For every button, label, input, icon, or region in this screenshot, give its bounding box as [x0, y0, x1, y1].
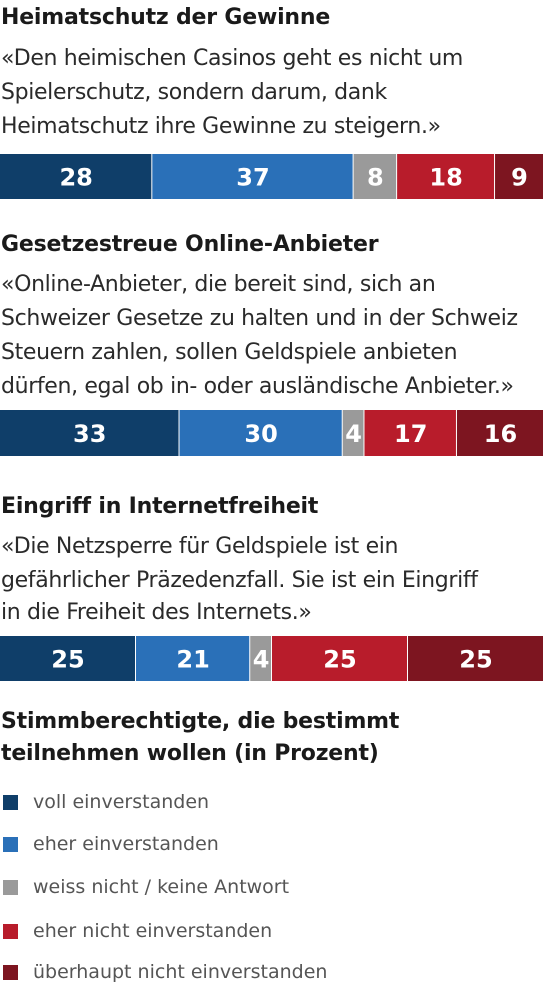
- legend-swatch: [3, 880, 18, 895]
- legend-swatch: [3, 924, 18, 939]
- bar-value-label: 28: [59, 164, 92, 192]
- question-quote-line: Heimatschutz ihre Gewinne zu steigern.»: [1, 114, 441, 139]
- legend-label: weiss nicht / keine Antwort: [33, 876, 290, 898]
- legend-swatch: [3, 837, 18, 852]
- bar-segment: [136, 636, 250, 681]
- bar-value-label: 4: [253, 646, 270, 674]
- legend-label: eher nicht einverstanden: [33, 920, 273, 942]
- bar-value-label: 16: [484, 420, 517, 448]
- stacked-bar-1: 28 37 8 18 9: [0, 154, 543, 199]
- bar-value-label: 25: [459, 646, 492, 674]
- bar-segment: [353, 154, 397, 199]
- bar-segment: [152, 154, 353, 199]
- bar-value-label: 18: [429, 164, 462, 192]
- bar-segment: [0, 410, 179, 456]
- bar-value-label: 21: [176, 646, 209, 674]
- legend-label: überhaupt nicht einverstanden: [33, 961, 328, 983]
- bar-segment: [397, 154, 495, 199]
- bar-segment: [0, 154, 152, 199]
- question-quote-line: «Online-Anbieter, die bereit sind, sich …: [1, 272, 436, 297]
- question-quote-line: gefährlicher Präzedenzfall. Sie ist ein …: [1, 568, 478, 593]
- legend-title: Stimmberechtigte, die bestimmt teilnehme…: [1, 709, 400, 766]
- bar-value-label: 4: [345, 420, 362, 448]
- question-quote-line: «Die Netzsperre für Geldspiele ist ein: [1, 534, 399, 559]
- legend-swatch: [3, 965, 18, 980]
- bar-segment: [456, 410, 543, 456]
- bar-segment: [272, 636, 407, 681]
- bar-segment: [179, 410, 342, 456]
- bar-value-label: 17: [394, 420, 427, 448]
- bar-value-label: 37: [236, 164, 269, 192]
- bar-value-label: 33: [73, 420, 106, 448]
- bar-segment: [408, 636, 543, 681]
- bar-value-label: 8: [367, 164, 384, 192]
- legend-label: voll einverstanden: [33, 791, 210, 813]
- legend-label: eher einverstanden: [33, 833, 219, 855]
- bar-segment: [250, 636, 271, 681]
- question-quote-line: «Den heimischen Casinos geht es nicht um: [1, 46, 464, 71]
- stacked-bar-2: 33 30 4 17 16: [0, 410, 543, 456]
- question-quote-line: Steuern zahlen, sollen Geldspiele anbiet…: [1, 340, 458, 365]
- bar-segment: [342, 410, 364, 456]
- stacked-bar-3: 25 21 4 25 25: [0, 636, 543, 681]
- question-title: Heimatschutz der Gewinne: [1, 5, 331, 30]
- bar-segment: [364, 410, 456, 456]
- bar-value-label: 25: [323, 646, 356, 674]
- bar-value-label: 25: [51, 646, 84, 674]
- bar-value-label: 30: [244, 420, 277, 448]
- bar-segment: [495, 154, 543, 199]
- question-quote-line: dürfen, egal ob in- oder ausländische An…: [1, 374, 514, 399]
- bar-segment: [0, 636, 135, 681]
- question-title: Eingriff in Internetfreiheit: [1, 494, 319, 519]
- question-quote-line: Schweizer Gesetze zu halten und in der S…: [1, 306, 518, 331]
- question-quote-line: in die Freiheit des Internets.»: [1, 600, 312, 625]
- question-title: Gesetzestreue Online-Anbieter: [1, 232, 379, 257]
- bar-value-label: 9: [511, 164, 528, 192]
- legend-swatch: [3, 795, 18, 810]
- question-quote-line: Spielerschutz, sondern darum, dank: [1, 80, 387, 105]
